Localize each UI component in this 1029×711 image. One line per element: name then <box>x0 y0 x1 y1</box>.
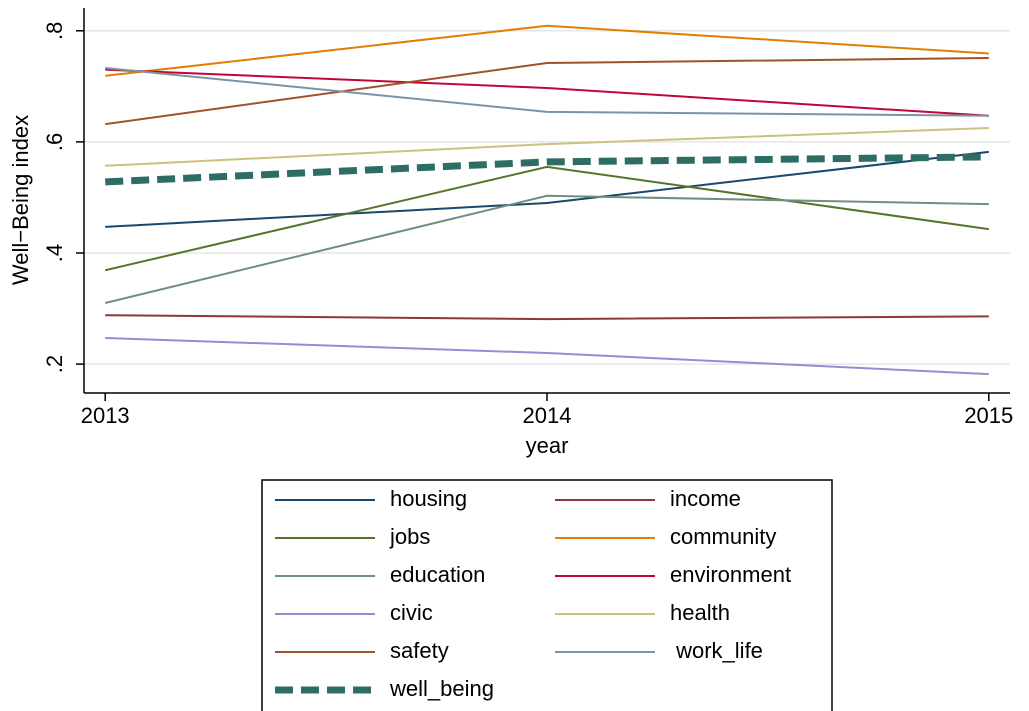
x-tick-label: 2015 <box>964 403 1013 428</box>
legend-label: health <box>670 600 730 625</box>
x-tick-label: 2014 <box>523 403 572 428</box>
legend-label: income <box>670 486 741 511</box>
y-tick-label: .4 <box>42 244 67 262</box>
legend-label: civic <box>390 600 433 625</box>
legend-label: well_being <box>389 676 494 701</box>
legend-label: jobs <box>389 524 430 549</box>
legend-label: safety <box>390 638 449 663</box>
x-axis-title: year <box>526 433 569 458</box>
y-tick-label: .8 <box>42 22 67 40</box>
series-line <box>105 153 989 186</box>
series-line <box>105 337 989 376</box>
legend-box <box>261 479 833 711</box>
y-tick-label: .2 <box>42 355 67 373</box>
series-line <box>105 314 989 321</box>
series-line <box>104 165 989 272</box>
series-line <box>105 127 989 167</box>
legend-label: education <box>390 562 485 587</box>
x-tick-label: 2013 <box>81 403 130 428</box>
legend-label: housing <box>390 486 467 511</box>
legend-label: work_life <box>670 638 763 663</box>
series-line <box>104 194 989 304</box>
series-line <box>105 150 989 228</box>
y-axis-title: Well−Being index <box>8 115 33 285</box>
series-line <box>105 68 989 117</box>
legend-label: environment <box>670 562 791 587</box>
series-line <box>105 67 989 117</box>
series-line <box>105 24 989 77</box>
series-line <box>105 57 989 126</box>
legend-label: community <box>670 524 776 549</box>
y-tick-label: .6 <box>42 133 67 151</box>
